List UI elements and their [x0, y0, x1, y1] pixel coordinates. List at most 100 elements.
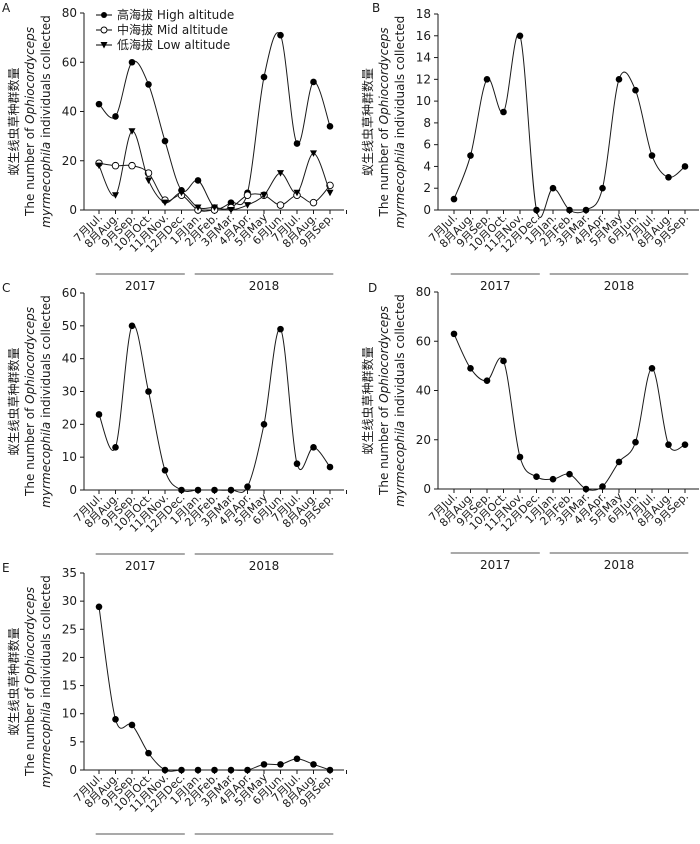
y-axis-label-en-text: The number of: [23, 124, 37, 217]
y-axis-label-en-line1: The number of Ophiocordyceps: [23, 587, 37, 777]
data-point: [293, 189, 301, 197]
y-axis-label-cn: 蚁生线虫草种群数量: [6, 67, 21, 175]
y-axis-label-species-genus: Ophiocordyceps: [377, 28, 391, 125]
data-point: [128, 322, 136, 330]
data-point: [326, 122, 334, 130]
y-axis-label-species-epithet: myrmecophila: [393, 142, 407, 228]
y-tick-label: 60: [416, 334, 431, 348]
year-label: 2018: [604, 558, 635, 572]
data-point: [260, 73, 268, 81]
y-axis-label-en-line1: The number of Ophiocordyceps: [377, 28, 391, 218]
data-point: [145, 749, 152, 757]
y-tick-label: 40: [62, 105, 77, 119]
y-tick-label: 20: [416, 433, 431, 447]
data-point: [244, 202, 251, 209]
data-point: [533, 473, 540, 480]
year-label: 2018: [249, 279, 280, 293]
y-tick-label: 25: [62, 622, 77, 636]
data-point: [681, 441, 689, 448]
legend-label: 高海拔 High altitude: [117, 7, 234, 22]
data-point: [128, 58, 136, 66]
y-axis-label-en-line1: The number of Ophiocordyceps: [23, 307, 37, 497]
data-point: [95, 100, 103, 108]
y-axis-label-cn: 蚁生线虫草种群数量: [360, 68, 375, 176]
data-point: [211, 486, 218, 494]
y-tick-label: 80: [416, 285, 431, 299]
legend-marker-triangle: [100, 42, 108, 49]
y-tick-label: 0: [423, 203, 431, 217]
y-axis-label-species-epithet: myrmecophila: [39, 142, 53, 228]
y-axis-label-species-genus: Ophiocordyceps: [23, 307, 37, 404]
year-label: 2017: [125, 559, 156, 573]
series-line-1: [98, 162, 331, 212]
y-tick-label: 10: [62, 450, 77, 464]
data-point: [599, 483, 606, 490]
y-axis-label-species-genus: Ophiocordyceps: [23, 27, 37, 124]
data-point: [632, 438, 639, 446]
y-tick-label: 14: [416, 51, 431, 65]
data-point: [111, 161, 120, 170]
year-label: 2017: [480, 279, 511, 293]
year-label: 2018: [249, 559, 280, 573]
data-point: [161, 199, 169, 207]
data-point: [326, 463, 334, 471]
data-point: [112, 192, 119, 199]
y-axis-label-en-text: The number of: [23, 404, 37, 497]
data-point: [615, 76, 623, 83]
year-label: 2018: [604, 279, 635, 293]
data-point: [500, 108, 507, 116]
data-point: [310, 444, 317, 451]
y-tick-label: 4: [423, 159, 431, 173]
y-axis-label-en-line2: myrmecophila individuals collected: [39, 575, 53, 787]
y-axis-label-cn: 蚁生线虫草种群数量: [6, 347, 21, 455]
y-axis-label-species-genus: Ophiocordyceps: [23, 587, 37, 684]
y-tick-label: 0: [423, 482, 431, 496]
y-axis-label-species-epithet: myrmecophila: [39, 422, 53, 508]
y-axis-label-en-text: individuals collected: [39, 15, 53, 141]
y-tick-label: 40: [62, 352, 77, 366]
data-point: [483, 76, 491, 83]
data-point: [599, 184, 606, 192]
data-point: [145, 177, 152, 184]
series-line-0: [98, 32, 331, 210]
y-tick-label: 16: [416, 29, 431, 43]
y-tick-label: 0: [69, 483, 77, 497]
panel-a: A0204060807月Jul.8月Aug.9月Sep.10月Oct.11月No…: [2, 1, 347, 293]
y-tick-label: 0: [69, 203, 77, 217]
data-point: [244, 766, 251, 774]
data-point: [112, 113, 119, 120]
data-point: [161, 137, 169, 145]
panel-c: C01020304050607月Jul.8月Aug.9月Sep.10月Oct.1…: [2, 281, 347, 573]
y-tick-label: 35: [62, 566, 77, 580]
data-point: [293, 755, 301, 763]
data-point: [467, 365, 474, 372]
data-point: [566, 206, 573, 214]
panel-d: D0204060807月Jul.8月Aug.9月Sep.10月Oct.11月No…: [360, 281, 700, 572]
legend-label: 中海拔 Mid altitude: [117, 22, 228, 37]
series-line-0: [453, 33, 686, 218]
data-point: [516, 453, 524, 461]
data-point: [450, 195, 458, 203]
y-tick-label: 80: [62, 6, 77, 20]
panel-letter: A: [2, 1, 11, 15]
y-axis-label-en-line2: myrmecophila individuals collected: [393, 16, 407, 228]
data-point: [194, 204, 202, 212]
y-tick-label: 0: [69, 763, 77, 777]
data-point: [681, 163, 689, 170]
y-tick-label: 2: [423, 181, 431, 195]
y-axis-label-en-text: individuals collected: [39, 575, 53, 701]
y-tick-label: 30: [62, 385, 77, 399]
data-point: [178, 486, 185, 494]
data-point: [648, 152, 656, 159]
y-axis-label-species-epithet: myrmecophila: [39, 702, 53, 788]
data-point: [326, 766, 334, 774]
data-point: [244, 483, 251, 491]
data-point: [483, 377, 491, 384]
data-point: [211, 766, 218, 774]
y-tick-label: 50: [62, 319, 77, 333]
data-point: [467, 152, 474, 159]
data-point: [516, 32, 524, 40]
y-tick-label: 10: [62, 707, 77, 721]
